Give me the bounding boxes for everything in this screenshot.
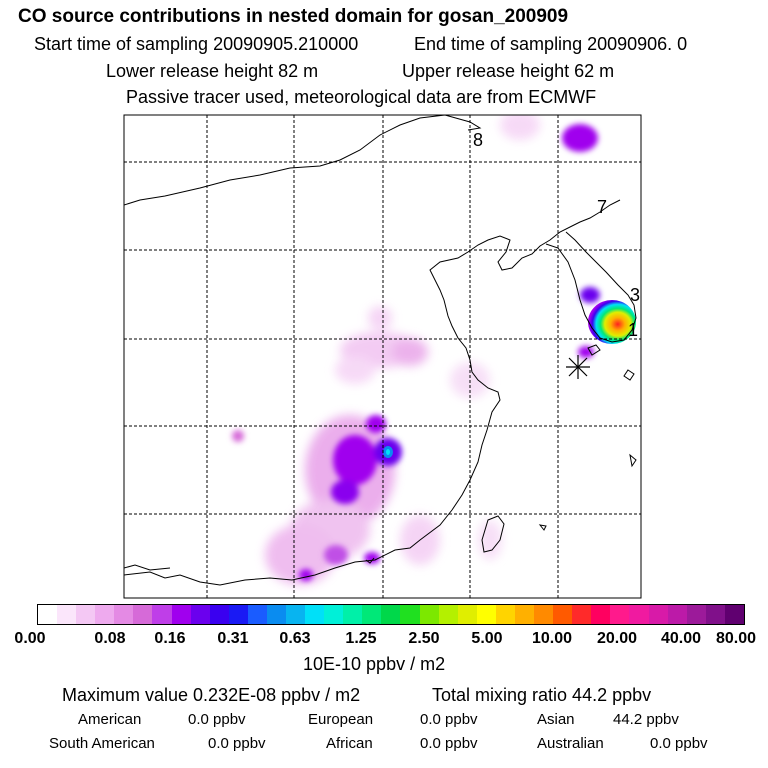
colorbar-swatch [305,605,325,624]
colorbar-swatch [114,605,134,624]
colorbar-swatch [591,605,611,624]
region-value-south-american: 0.0 ppbv [208,735,266,752]
region-value-african: 0.0 ppbv [420,735,478,752]
region-name-australian: Australian [537,735,604,752]
colorbar-swatch [381,605,401,624]
region-name-african: African [326,735,373,752]
colorbar-swatch [95,605,115,624]
coastline [124,115,637,586]
colorbar-tick: 20.00 [596,630,638,647]
start-time-label: Start time of sampling 20090905.210000 [34,34,359,54]
colorbar-swatch [362,605,382,624]
colorbar-swatch [190,605,210,624]
end-time-label: End time of sampling 20090906. 0 [414,34,688,54]
colorbar-swatch [38,605,58,624]
colorbar-swatch [553,605,573,624]
hotspot-korea [588,300,636,344]
colorbar-swatch [686,605,706,624]
region-name-european: European [308,711,374,728]
colorbar-swatch [534,605,554,624]
colorbar-tick: 1.25 [345,630,377,647]
region-value-american: 0.0 ppbv [188,711,246,728]
colorbar [37,604,745,625]
region-value-australian: 0.0 ppbv [650,735,708,752]
map-frame [123,114,642,599]
colorbar-swatch [133,605,153,624]
region-value-asian: 44.2 ppbv [613,711,679,728]
colorbar-swatch [209,605,229,624]
colorbar-swatch [400,605,420,624]
colorbar-swatch [171,605,191,624]
region-name-american: American [78,711,142,728]
region-name-south-american: South American [49,735,155,752]
colorbar-tick: 0.31 [217,630,249,647]
colorbar-tick: 40.00 [660,630,702,647]
colorbar-swatch [457,605,477,624]
colorbar-swatch [438,605,458,624]
colorbar-swatch [476,605,496,624]
colorbar-swatch [228,605,248,624]
colorbar-tick-labels: 0.00 0.08 0.16 0.31 0.63 1.25 2.50 5.00 … [0,630,768,652]
concentration-field [232,115,636,585]
colorbar-swatch [76,605,96,624]
colorbar-swatch [495,605,515,624]
colorbar-tick: 5.00 [471,630,503,647]
colorbar-swatch [266,605,287,624]
colorbar-swatch [152,605,172,624]
lat-lon-grid [124,115,641,598]
colorbar-tick: 0.63 [279,630,311,647]
tracer-note: Passive tracer used, meteorological data… [126,87,597,107]
lower-release-label: Lower release height 82 m [106,61,319,81]
colorbar-swatch [610,605,630,624]
colorbar-swatch [343,605,363,624]
colorbar-swatch [247,605,267,624]
map-panel: 8 7 3 1 [123,114,642,599]
receptor-star-marker [566,355,590,379]
maximum-value-label: Maximum value 0.232E-08 ppbv / m2 [62,685,361,705]
upper-release-label: Upper release height 62 m [402,61,615,81]
colorbar-tick: 0.08 [94,630,126,647]
point-label-7: 7 [597,197,607,217]
point-label-3: 3 [630,285,640,305]
region-name-asian: Asian [537,711,575,728]
colorbar-swatch [57,605,77,624]
total-mixing-ratio-label: Total mixing ratio 44.2 ppbv [432,685,652,705]
region-value-european: 0.0 ppbv [420,711,478,728]
colorbar-tick: 2.50 [408,630,440,647]
point-label-1: 1 [628,320,638,340]
plot-title: CO source contributions in nested domain… [18,6,569,27]
colorbar-tick: 0.16 [154,630,186,647]
colorbar-swatch [629,605,649,624]
colorbar-tick: 80.00 [715,630,757,647]
colorbar-swatch [572,605,592,624]
colorbar-tick: 10.00 [531,630,573,647]
point-label-8: 8 [473,130,483,150]
colorbar-swatch [286,605,306,624]
colorbar-swatch [648,605,668,624]
colorbar-swatch [705,605,725,624]
colorbar-swatch [514,605,535,624]
colorbar-unit-label: 10E-10 ppbv / m2 [303,654,446,674]
colorbar-tick: 0.00 [14,630,46,647]
colorbar-swatch [419,605,439,624]
colorbar-swatch [667,605,687,624]
colorbar-swatch [324,605,344,624]
colorbar-swatch [724,605,744,624]
